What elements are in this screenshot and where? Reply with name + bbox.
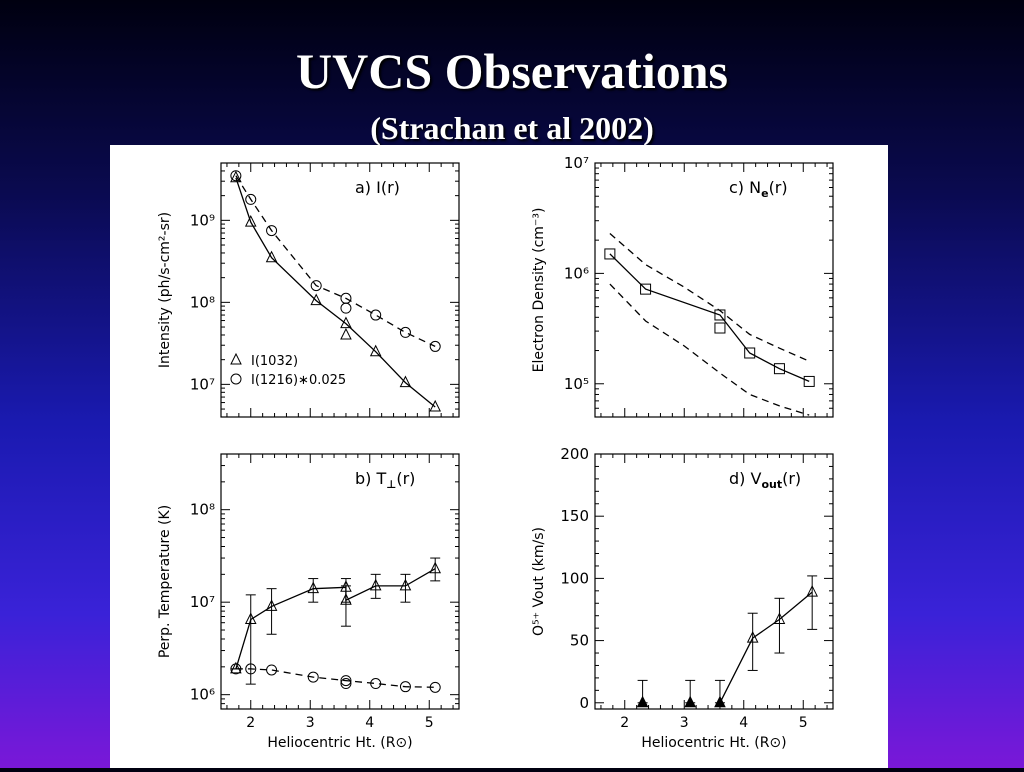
panel-b-y-axis-label: Perp. Temperature (K) bbox=[157, 505, 173, 658]
panel-a-frame bbox=[220, 162, 460, 418]
panel-b-data-point-circle bbox=[266, 664, 278, 676]
panel-d-y-tick-label: 200 bbox=[560, 445, 589, 463]
panel-d-y-tick-label: 0 bbox=[579, 694, 589, 712]
panel-d-x-tick-label: 4 bbox=[739, 715, 748, 731]
panel-a-data-point-triangle bbox=[429, 399, 442, 412]
panel-d-data-point-triangle bbox=[636, 695, 649, 708]
panel-b-data-point-circle bbox=[230, 663, 242, 675]
panel-c-series-1-line bbox=[609, 233, 810, 362]
panel-a-data-point-triangle bbox=[340, 316, 352, 329]
panel-b-x-axis-label: Heliocentric Ht. (R⊙) bbox=[267, 735, 412, 751]
panel-d-data-point-triangle bbox=[773, 612, 786, 624]
panel-b-data-point-triangle bbox=[230, 661, 242, 674]
panel-a-data-point-triangle bbox=[340, 327, 352, 340]
panel-c-y-tick-label: 10⁶ bbox=[564, 264, 589, 282]
panel-a-y-tick-label: 10⁹ bbox=[190, 211, 215, 229]
panel-a-data-point-circle bbox=[310, 280, 322, 292]
panel-c-data-point-square bbox=[714, 322, 726, 334]
panel-b-x-tick-label: 2 bbox=[246, 715, 255, 731]
panel-a-legend-label: I(1216)∗0.025 bbox=[251, 373, 346, 388]
panel-a-data-point-triangle bbox=[369, 344, 382, 357]
panel-b-data-point-triangle bbox=[429, 561, 442, 574]
panel-c-series-2-line bbox=[609, 283, 810, 416]
panel-c-series-0-line bbox=[609, 253, 810, 382]
panel-d-data-point-triangle bbox=[714, 695, 726, 708]
panel-a-series-1-line bbox=[235, 175, 436, 347]
panel-b-data-point-triangle bbox=[340, 593, 352, 605]
panel-c-data-point-square bbox=[744, 347, 756, 359]
panel-a-y-tick-label: 10⁸ bbox=[190, 293, 215, 311]
panel-d-data-point-triangle bbox=[684, 695, 697, 708]
panel-a-y-axis-label: Intensity (ph/s-cm²-sr) bbox=[157, 212, 173, 368]
panel-a-data-point-circle bbox=[230, 170, 242, 182]
panel-d-data-point-triangle bbox=[746, 630, 759, 643]
panel-a-data-point-circle bbox=[266, 225, 278, 237]
panel-a-legend-marker-triangle bbox=[230, 352, 242, 365]
panel-a-series-0-line bbox=[235, 177, 436, 408]
panel-b-data-point-circle bbox=[307, 671, 319, 683]
panel-c-data-point-square bbox=[604, 248, 616, 260]
panel-b-data-point-circle bbox=[370, 678, 382, 690]
figure-panel: 10⁷ 10⁸ 10⁹ Intensity (ph/s-cm²-sr) a) I(r) I… bbox=[110, 145, 888, 768]
panel-b-frame bbox=[220, 453, 460, 710]
chart-figure: 10⁷ 10⁸ 10⁹ Intensity (ph/s-cm²-sr) a) I(r) I… bbox=[157, 154, 834, 751]
panel-a-panel-label: a) I(r) bbox=[355, 178, 400, 197]
panel-d-data-point-triangle bbox=[806, 584, 818, 597]
panel-d-frame bbox=[594, 453, 834, 710]
panel-b-data-point-triangle bbox=[265, 599, 278, 611]
panel-b-data-point-triangle bbox=[244, 612, 257, 624]
panel-a-data-point-triangle bbox=[399, 375, 412, 388]
panel-b-series-1-line bbox=[235, 668, 436, 688]
panel-c-data-point-square bbox=[640, 283, 652, 295]
panel-b-data-point-triangle bbox=[307, 581, 320, 594]
panel-b-y-tick-label: 10⁷ bbox=[190, 593, 215, 611]
panel-d-series-0-line bbox=[719, 591, 813, 704]
panel-a-legend-label: I(1032) bbox=[251, 354, 298, 369]
panel-b-x-tick-label: 5 bbox=[425, 715, 434, 731]
slide-title: UVCS Observations bbox=[296, 43, 728, 99]
panel-a-data-point-circle bbox=[245, 193, 257, 205]
panel-d-x-tick-label: 2 bbox=[620, 715, 629, 731]
panel-a-data-point-circle bbox=[399, 326, 411, 338]
panel-a-data-point-triangle bbox=[310, 293, 323, 306]
panel-a-y-tick-label: 10⁷ bbox=[190, 375, 215, 393]
panel-d-x-tick-label: 5 bbox=[799, 715, 808, 731]
panel-b-y-tick-label: 10⁸ bbox=[190, 501, 215, 519]
panel-b-data-point-circle bbox=[340, 675, 352, 687]
panel-b-data-point-triangle bbox=[369, 578, 382, 591]
panel-d-x-tick-label: 3 bbox=[680, 715, 689, 731]
panel-a-legend-marker-circle bbox=[230, 373, 242, 385]
panel-d-y-tick-label: 50 bbox=[570, 632, 589, 650]
panel-b-data-point-circle bbox=[245, 663, 257, 675]
panel-a-data-point-circle bbox=[370, 309, 382, 321]
panel-c-data-point-square bbox=[803, 375, 815, 387]
panel-d-y-tick-label: 100 bbox=[560, 569, 589, 587]
panel-c-panel-label: c) Ne(r) bbox=[729, 178, 788, 200]
panel-b-y-tick-label: 10⁶ bbox=[190, 686, 215, 704]
panel-a-data-point-triangle bbox=[244, 215, 257, 227]
panel-c-frame bbox=[594, 162, 834, 418]
panel-a-data-point-circle bbox=[340, 302, 352, 314]
panel-c-y-tick-label: 10⁵ bbox=[564, 375, 589, 393]
panel-a-data-point-triangle bbox=[265, 250, 278, 263]
panel-c-y-tick-label: 10⁷ bbox=[564, 154, 589, 172]
panel-a-data-point-triangle bbox=[230, 170, 242, 183]
panel-a-data-point-circle bbox=[429, 340, 441, 352]
panel-c-data-point-square bbox=[773, 363, 785, 375]
panel-b-x-tick-label: 4 bbox=[365, 715, 374, 731]
panel-b-data-point-circle bbox=[429, 681, 441, 693]
panel-b-data-point-circle bbox=[340, 678, 352, 690]
panel-d-x-axis-label: Heliocentric Ht. (R⊙) bbox=[641, 735, 786, 751]
panel-d-y-axis-label: O⁵⁺ Vout (km/s) bbox=[531, 527, 547, 636]
panel-b-data-point-triangle bbox=[399, 578, 412, 591]
panel-b-x-tick-label: 3 bbox=[306, 715, 315, 731]
panel-b-panel-label: b) T⊥(r) bbox=[355, 469, 415, 491]
panel-c-y-axis-label: Electron Density (cm⁻³) bbox=[531, 208, 547, 373]
slide-subtitle: (Strachan et al 2002) bbox=[370, 110, 654, 146]
panel-b-data-point-circle bbox=[399, 681, 411, 693]
panel-d-panel-label: d) Vout(r) bbox=[729, 469, 801, 491]
panel-d-y-tick-label: 150 bbox=[560, 507, 589, 525]
